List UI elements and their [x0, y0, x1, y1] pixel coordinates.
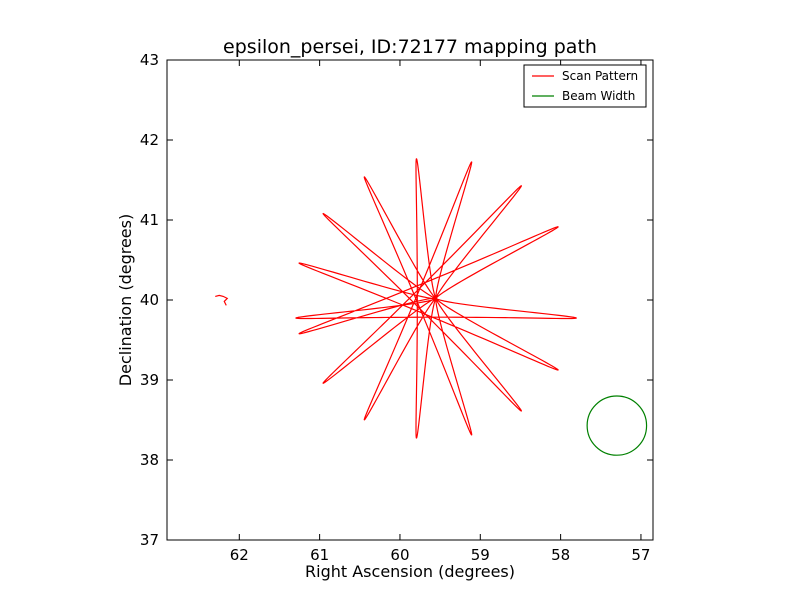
x-tick-label: 58: [551, 546, 570, 564]
y-tick-label: 37: [140, 531, 159, 549]
legend-label: Beam Width: [562, 89, 635, 103]
x-tick-label: 57: [631, 546, 650, 564]
y-tick-label: 42: [140, 131, 159, 149]
x-tick-label: 60: [390, 546, 409, 564]
chart-title: epsilon_persei, ID:72177 mapping path: [223, 36, 597, 58]
legend-box: [523, 64, 647, 108]
beam-width-circle: [586, 395, 648, 456]
y-tick-label: 40: [140, 291, 159, 309]
legend: Scan Pattern Beam Width: [523, 64, 647, 108]
x-axis-label: Right Ascension (degrees): [305, 562, 515, 581]
x-tick-label: 62: [230, 546, 249, 564]
plot-clip-group: [215, 158, 648, 456]
scan-pattern-line: [295, 158, 577, 439]
plot-area: [215, 158, 648, 456]
y-tick-label: 39: [140, 371, 159, 389]
x-tick-label: 61: [310, 546, 329, 564]
x-tick-label: 59: [471, 546, 490, 564]
y-tick-label: 43: [140, 51, 159, 69]
axes: 62 61 60 59 58 57 37 38 39 40 41 42 43: [140, 51, 654, 564]
y-tick-label: 38: [140, 451, 159, 469]
y-tick-label: 41: [140, 211, 159, 229]
scan-start-segment: [215, 294, 229, 306]
y-axis-label: Declination (degrees): [116, 214, 135, 386]
legend-label: Scan Pattern: [562, 69, 638, 83]
